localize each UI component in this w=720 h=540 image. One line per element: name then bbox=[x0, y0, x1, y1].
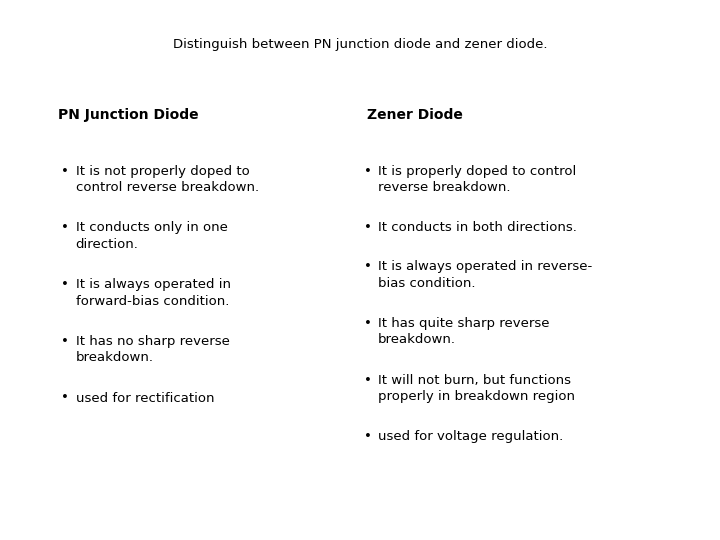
Text: Distinguish between PN junction diode and zener diode.: Distinguish between PN junction diode an… bbox=[173, 38, 547, 51]
Text: •: • bbox=[61, 392, 69, 404]
Text: It has quite sharp reverse
breakdown.: It has quite sharp reverse breakdown. bbox=[378, 317, 549, 347]
Text: •: • bbox=[61, 165, 69, 178]
Text: PN Junction Diode: PN Junction Diode bbox=[58, 108, 198, 122]
Text: •: • bbox=[61, 278, 69, 291]
Text: used for rectification: used for rectification bbox=[76, 392, 214, 404]
Text: It is always operated in reverse-
bias condition.: It is always operated in reverse- bias c… bbox=[378, 260, 593, 290]
Text: Zener Diode: Zener Diode bbox=[367, 108, 463, 122]
Text: •: • bbox=[364, 165, 372, 178]
Text: It is always operated in
forward-bias condition.: It is always operated in forward-bias co… bbox=[76, 278, 230, 308]
Text: It conducts in both directions.: It conducts in both directions. bbox=[378, 221, 577, 234]
Text: •: • bbox=[61, 221, 69, 234]
Text: It is properly doped to control
reverse breakdown.: It is properly doped to control reverse … bbox=[378, 165, 576, 194]
Text: •: • bbox=[364, 260, 372, 273]
Text: •: • bbox=[364, 374, 372, 387]
Text: used for voltage regulation.: used for voltage regulation. bbox=[378, 430, 563, 443]
Text: It will not burn, but functions
properly in breakdown region: It will not burn, but functions properly… bbox=[378, 374, 575, 403]
Text: It conducts only in one
direction.: It conducts only in one direction. bbox=[76, 221, 228, 251]
Text: It has no sharp reverse
breakdown.: It has no sharp reverse breakdown. bbox=[76, 335, 230, 365]
Text: •: • bbox=[364, 221, 372, 234]
Text: It is not properly doped to
control reverse breakdown.: It is not properly doped to control reve… bbox=[76, 165, 258, 194]
Text: •: • bbox=[364, 317, 372, 330]
Text: •: • bbox=[364, 430, 372, 443]
Text: •: • bbox=[61, 335, 69, 348]
